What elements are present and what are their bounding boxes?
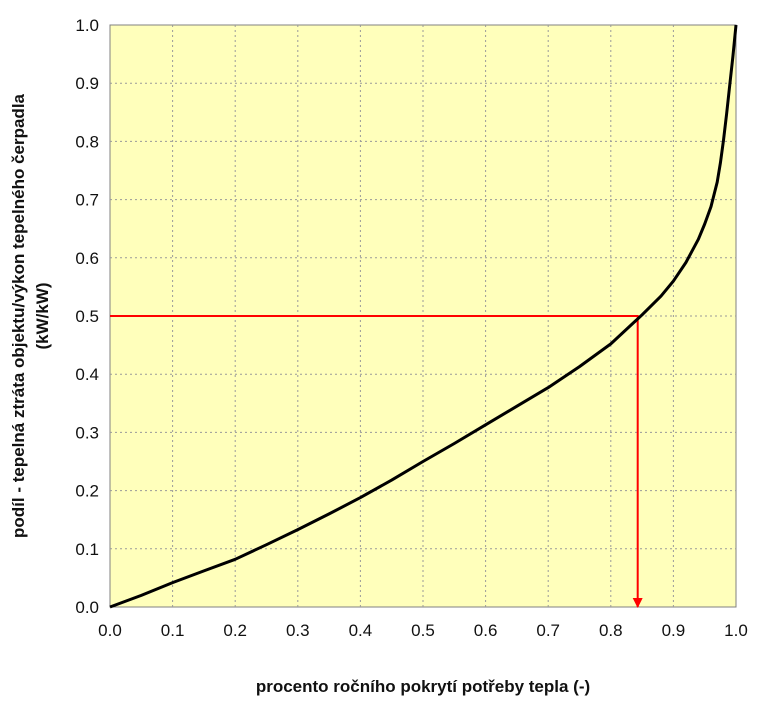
- y-tick-label: 0.3: [75, 423, 99, 442]
- tick-labels: 0.0 0.1 0.2 0.3 0.4 0.5 0.6 0.7 0.8 0.9 1.0 0.0 0.1 0…: [75, 16, 747, 640]
- y-tick-label: 0.6: [75, 249, 99, 268]
- x-tick-label: 0.3: [286, 621, 310, 640]
- x-tick-label: 0.8: [599, 621, 623, 640]
- series: [109, 24, 738, 609]
- x-axis-title: procento ročního pokrytí potřeby tepla (…: [256, 677, 590, 696]
- y-tick-label: 0.2: [75, 482, 99, 501]
- y-tick-label: 1.0: [75, 16, 99, 35]
- y-tick-label: 0.5: [75, 307, 99, 326]
- y-tick-label: 0.1: [75, 540, 99, 559]
- x-tick-label: 0.2: [223, 621, 247, 640]
- y-tick-label: 0.7: [75, 191, 99, 210]
- y-axis-title-line-1: podíl - tepelná ztráta objektu/výkon tep…: [9, 93, 28, 538]
- x-tick-label: 0.5: [411, 621, 435, 640]
- series-line: [109, 24, 738, 609]
- red-arrow: [110, 315, 643, 608]
- x-tick-label: 0.7: [536, 621, 560, 640]
- x-tick-label: 1.0: [724, 621, 748, 640]
- y-tick-label: 0.0: [75, 598, 99, 617]
- y-tick-label: 0.4: [75, 365, 99, 384]
- y-tick-label: 0.8: [75, 132, 99, 151]
- x-tick-label: 0.9: [662, 621, 686, 640]
- y-tick-label: 0.9: [75, 74, 99, 93]
- x-tick-label: 0.0: [98, 621, 122, 640]
- annotations: [110, 315, 643, 608]
- x-tick-label: 0.4: [349, 621, 373, 640]
- y-axis-title-line-2: (kW/kW): [33, 282, 52, 349]
- x-tick-label: 0.1: [161, 621, 185, 640]
- x-tick-label: 0.6: [474, 621, 498, 640]
